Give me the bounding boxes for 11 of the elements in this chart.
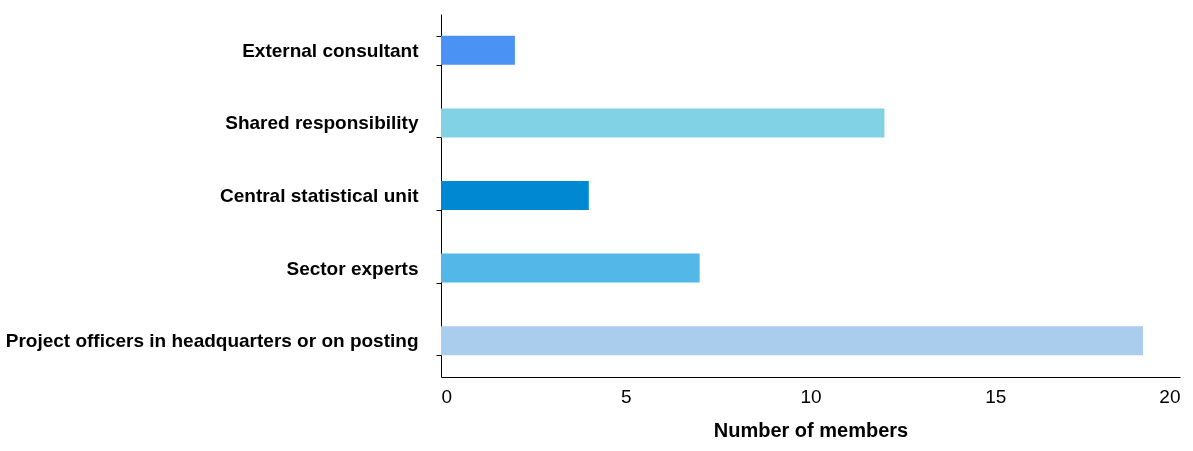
y-tick-label: External consultant bbox=[242, 39, 420, 61]
x-tick-label: 20 bbox=[1159, 385, 1181, 407]
x-axis-title: Number of members bbox=[713, 418, 909, 441]
x-tick-label: 0 bbox=[441, 385, 453, 407]
y-tick-label: Central statistical unit bbox=[220, 185, 420, 206]
x-tick-label: 15 bbox=[985, 385, 1007, 407]
y-tick-label: Project officers in headquarters or on posting bbox=[5, 330, 419, 352]
x-tick-label: 10 bbox=[800, 385, 822, 407]
x-tick-label: 5 bbox=[620, 385, 632, 407]
y-tick-label: Sector experts bbox=[286, 257, 419, 279]
y-tick-label: Shared responsibility bbox=[225, 112, 419, 134]
